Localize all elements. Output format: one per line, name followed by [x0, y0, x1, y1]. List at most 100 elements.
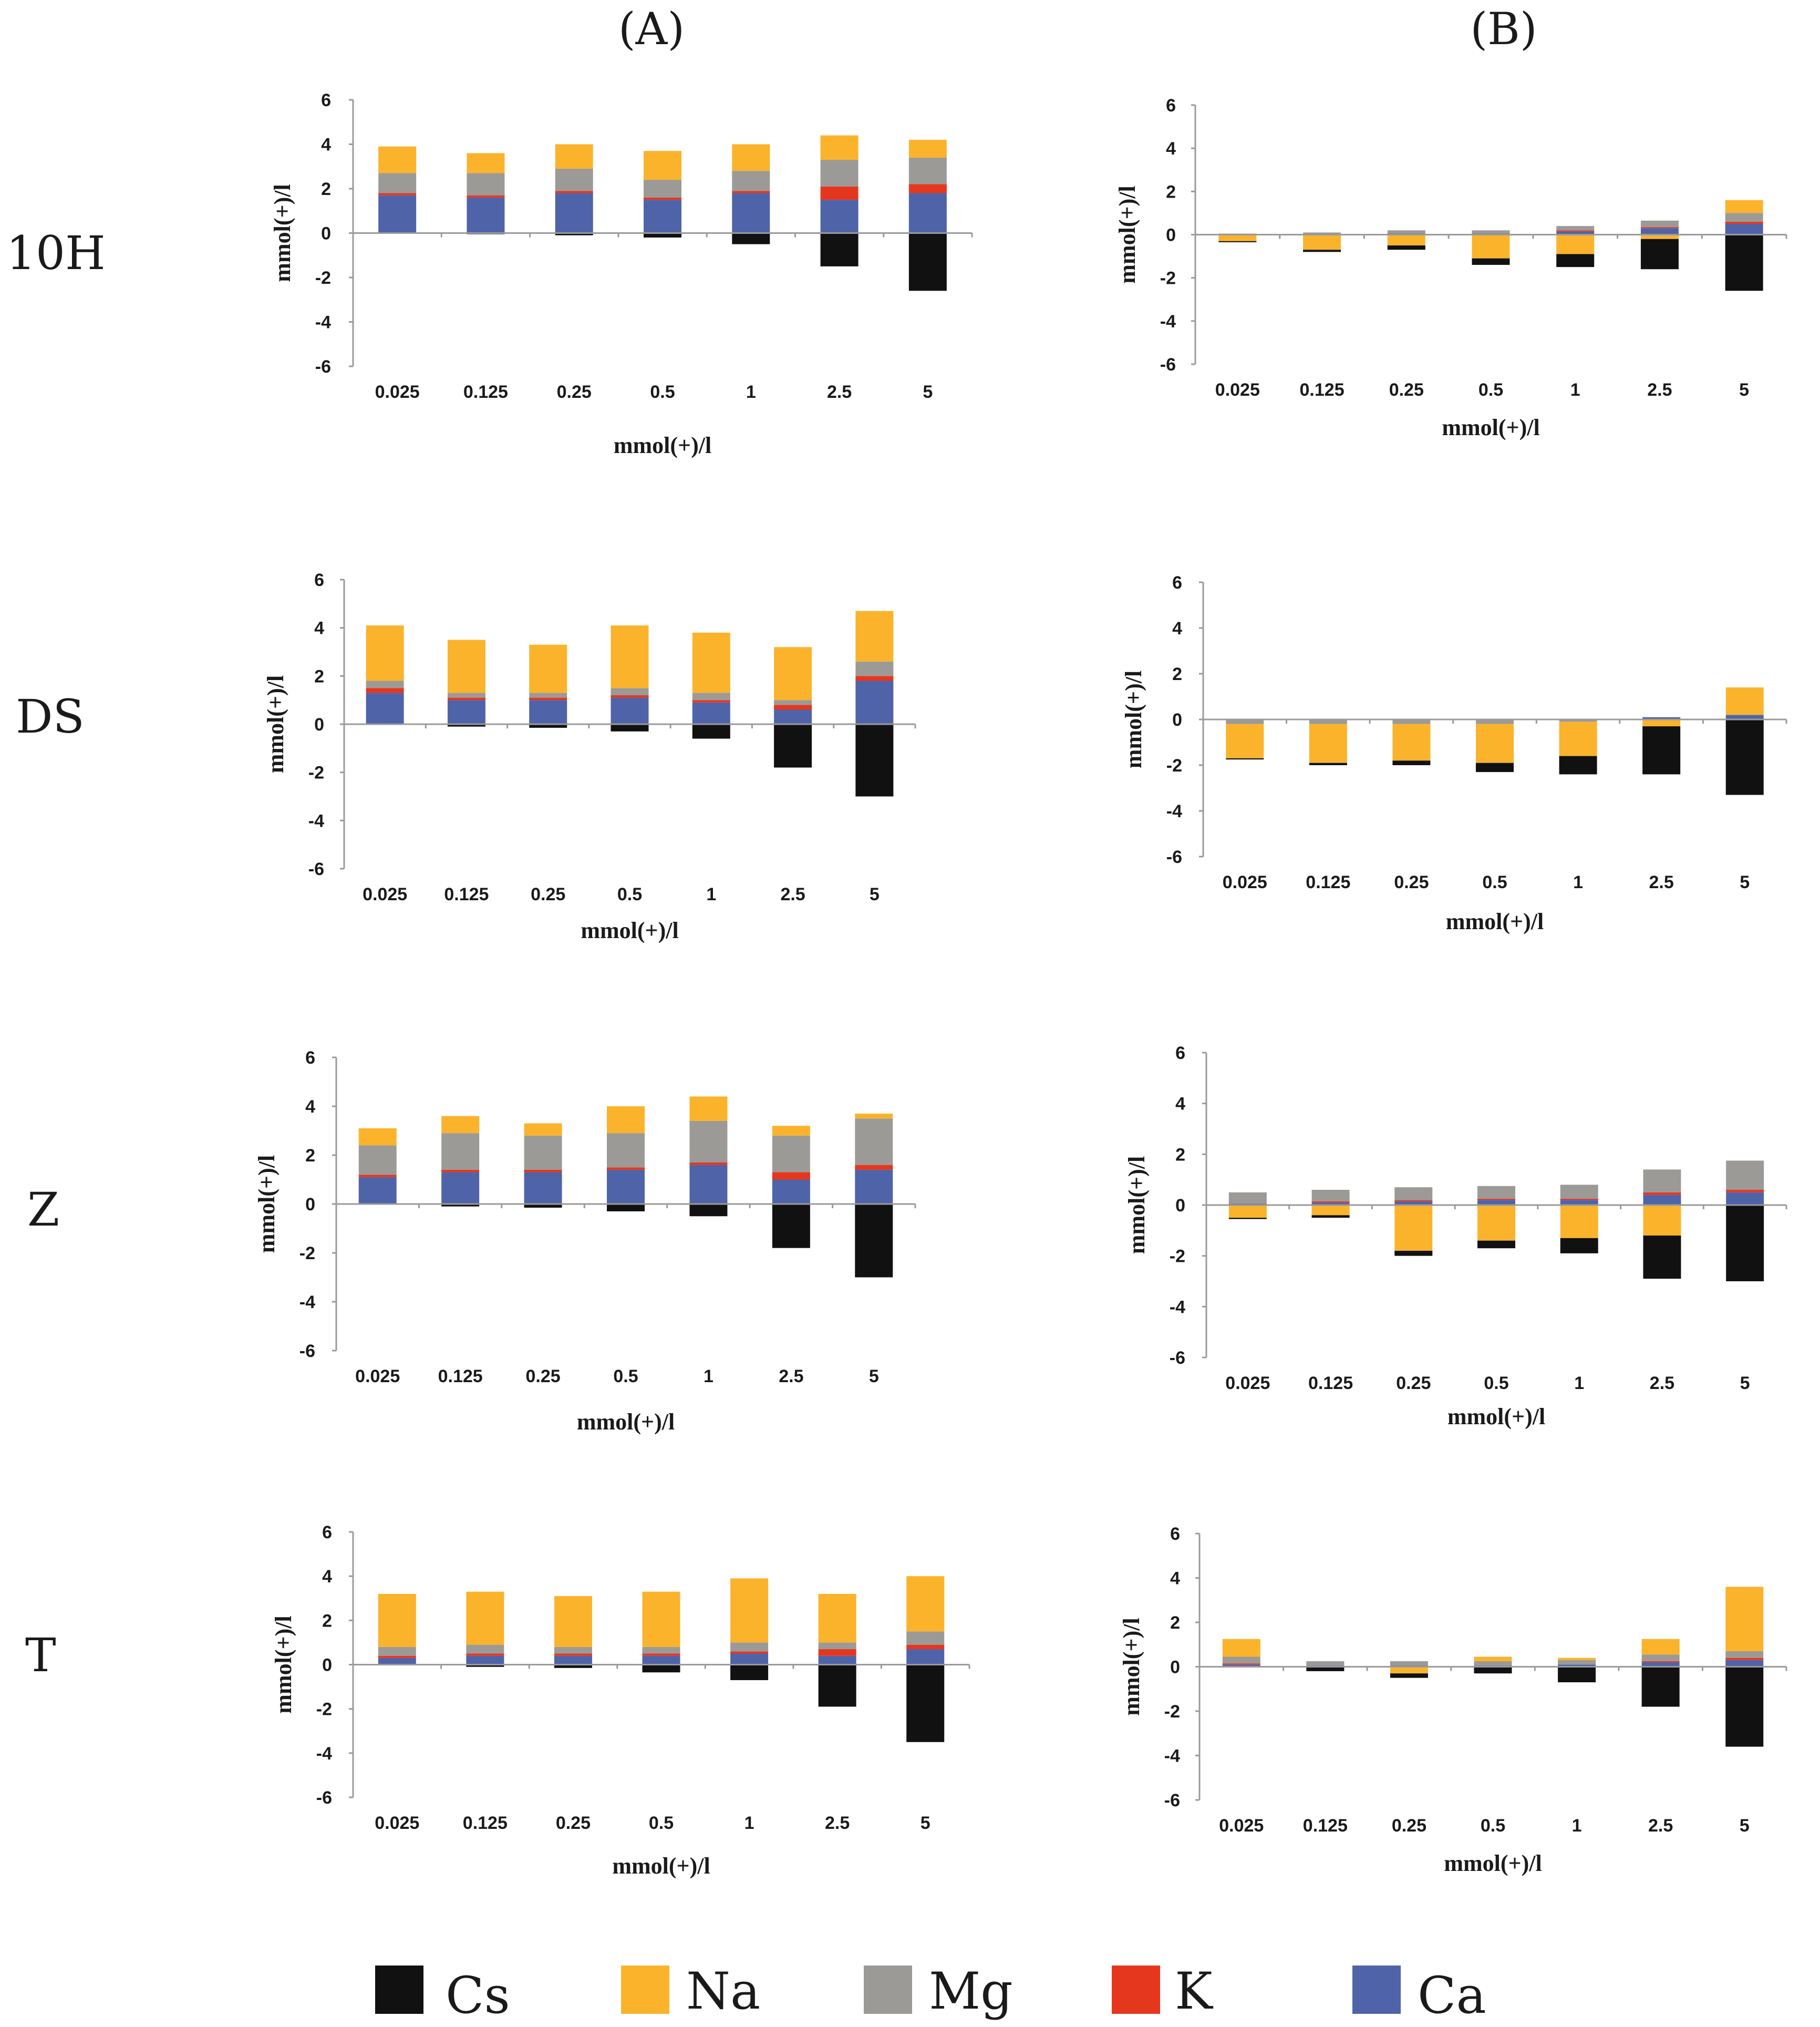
y-tick-label: 0: [1175, 1196, 1185, 1216]
bar-segment-na: [855, 611, 894, 662]
bar-segment-na: [818, 1593, 856, 1643]
bar-segment-na: [774, 647, 812, 701]
bar-segment-cs: [1641, 1666, 1680, 1707]
bar-segment-mg: [1303, 232, 1341, 235]
bar-segment-ca: [1556, 231, 1595, 235]
bar-segment-cs: [689, 1204, 728, 1217]
y-tick-label: -4: [299, 1292, 315, 1312]
x-axis-title: mmol(+)/l: [1442, 415, 1539, 440]
y-tick-label: 6: [321, 90, 331, 110]
chart-t-b: 6 4 2 0 -2 -4 -6 0.025 0.125 0.25 0.5 1 2.5 5 mmol(+)/…: [1119, 1524, 1787, 1876]
bar-segment-k: [1560, 1198, 1598, 1200]
bar-segment-ca: [908, 193, 947, 233]
y-tick-label: 6: [322, 1522, 332, 1542]
y-tick-label: -4: [308, 811, 324, 831]
bar-segment-mg: [1306, 1661, 1345, 1666]
x-tick-label: 0.025: [375, 382, 420, 402]
bar-segment-k: [378, 1655, 416, 1658]
x-tick-label: 0.25: [1389, 380, 1424, 400]
bar-segment-cs: [908, 233, 947, 291]
x-axis-title: mmol(+)/l: [1444, 1850, 1542, 1876]
y-tick-label: 0: [305, 1195, 315, 1215]
bar-segment-na: [467, 153, 505, 173]
chart-z-b: 6 4 2 0 -2 -4 -6 0.025 0.125 0.25 0.5 1 2.5 5 mmol(+)/…: [1124, 1043, 1787, 1429]
x-axis-title: mmol(+)/l: [614, 433, 711, 458]
y-tick-label: -2: [1160, 269, 1176, 289]
bar-segment-na: [466, 1591, 504, 1645]
bar-segment-cs: [1560, 1238, 1598, 1253]
bar-segment-na: [1226, 724, 1264, 758]
legend-label-cs: Cs: [446, 1966, 510, 2025]
bar-segment-k: [1394, 1200, 1433, 1201]
x-tick-label: 0.125: [444, 884, 489, 904]
bar-segment-mg: [366, 681, 404, 688]
bar-segment-na: [554, 1596, 592, 1647]
bar-segment-cs: [1726, 1205, 1764, 1281]
y-tick-label: 2: [1166, 182, 1176, 202]
bar-segment-cs: [1725, 1666, 1764, 1747]
y-tick-label: -4: [1160, 312, 1176, 332]
bar-segment-ca: [554, 1655, 592, 1665]
x-tick-label: 2.5: [825, 1813, 850, 1833]
bar-segment-cs: [855, 1204, 893, 1278]
bar-segment-ca: [441, 1172, 480, 1204]
y-tick-label: 6: [1166, 96, 1176, 116]
bar-segment-mg: [818, 1642, 856, 1650]
bar-segment-mg: [447, 693, 485, 698]
bar-segment-k: [554, 1653, 592, 1656]
x-tick-label: 0.5: [1484, 1373, 1508, 1393]
bar-segment-cs: [1476, 763, 1514, 773]
bar-segment-cs: [447, 724, 485, 727]
bar-segment-na: [1643, 1205, 1681, 1236]
bar-segment-mg: [774, 700, 812, 705]
bar-segment-ca: [1725, 1660, 1764, 1667]
bar-segment-cs: [1394, 1251, 1433, 1256]
bar-segment-k: [1640, 227, 1679, 229]
y-tick-label: 6: [305, 1048, 315, 1068]
bar-segment-k: [441, 1169, 480, 1172]
x-tick-label: 1: [1570, 380, 1580, 400]
bar-segment-k: [772, 1172, 810, 1180]
bar-segment-cs: [441, 1204, 480, 1207]
bar-segment-k: [1556, 230, 1595, 232]
y-tick-label: -6: [308, 859, 324, 879]
y-axis-title: mmol(+)/l: [263, 675, 288, 773]
y-tick-label: 0: [1170, 1658, 1180, 1678]
bar-segment-cs: [1477, 1240, 1515, 1249]
bar-segment-ca: [366, 693, 404, 724]
bar-segment-cs: [772, 1204, 810, 1248]
bar-segment-mg: [642, 1647, 680, 1654]
bar-segment-na: [1309, 724, 1347, 763]
bar-segment-cs: [555, 233, 593, 235]
bar-segment-na: [378, 1593, 416, 1647]
x-tick-label: 0.025: [1219, 1816, 1264, 1836]
bar-segment-na: [1640, 234, 1679, 239]
bar-segment-cs: [732, 233, 770, 244]
bar-segment-na: [607, 1106, 645, 1134]
bar-segment-na: [366, 625, 404, 681]
bar-segment-cs: [611, 724, 649, 732]
y-tick-label: -6: [1164, 1791, 1180, 1810]
row-label-t: T: [25, 1628, 56, 1682]
y-tick-label: 6: [1172, 573, 1182, 593]
x-tick-label: 5: [1740, 872, 1750, 892]
bar-segment-cs: [906, 1664, 945, 1742]
y-tick-label: -6: [1160, 355, 1176, 375]
bar-segment-na: [906, 1576, 945, 1632]
bar-segment-mg: [466, 1644, 504, 1654]
bar-segment-ca: [1642, 717, 1681, 719]
x-tick-label: 0.25: [1396, 1373, 1431, 1393]
x-tick-label: 5: [1740, 1816, 1750, 1836]
bar-segment-k: [644, 197, 681, 200]
bar-segment-ca: [1394, 1201, 1433, 1205]
bar-segment-mg: [1725, 213, 1763, 222]
x-tick-label: 0.125: [463, 1813, 508, 1833]
bar-segment-ca: [466, 1655, 504, 1665]
bar-segment-ca: [818, 1655, 856, 1665]
bar-segment-na: [692, 632, 730, 693]
x-tick-label: 2.5: [1647, 380, 1672, 400]
bar-segment-mg: [1725, 1651, 1764, 1658]
x-tick-label: 0.125: [438, 1366, 483, 1386]
y-tick-label: 2: [1172, 664, 1182, 684]
bar-segment-ca: [611, 697, 649, 724]
